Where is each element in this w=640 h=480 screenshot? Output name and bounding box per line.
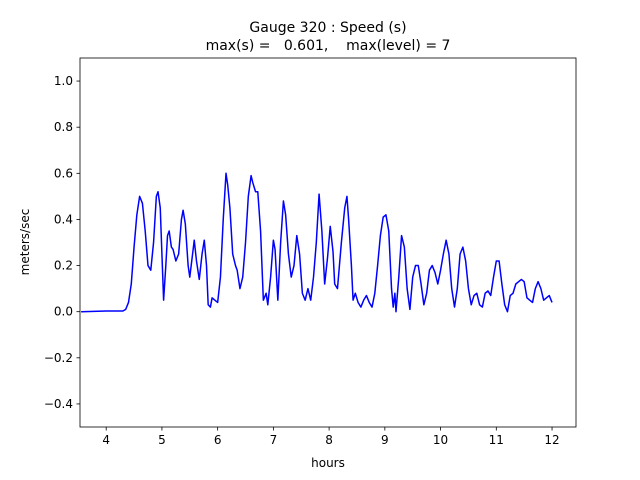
chart-subtitle: max(s) = 0.601, max(level) = 7 <box>206 38 451 54</box>
x-tick-label: 7 <box>270 433 278 447</box>
x-tick-label: 10 <box>433 433 448 447</box>
y-tick-label: −0.2 <box>44 351 73 365</box>
y-tick-label: −0.4 <box>44 397 73 411</box>
x-tick-label: 12 <box>544 433 559 447</box>
x-tick-label: 8 <box>325 433 333 447</box>
y-tick-label: 1.0 <box>54 74 73 88</box>
x-axis-label: hours <box>311 456 345 470</box>
y-tick-label: 0.2 <box>54 259 73 273</box>
x-tick-label: 4 <box>102 433 110 447</box>
chart-title: Gauge 320 : Speed (s) <box>249 20 406 36</box>
y-tick-label: 0.4 <box>54 212 73 226</box>
x-tick-label: 11 <box>489 433 504 447</box>
x-tick-label: 6 <box>214 433 222 447</box>
y-tick-label: 0.8 <box>54 120 73 134</box>
x-tick-label: 9 <box>381 433 389 447</box>
y-tick-label: 0.6 <box>54 166 73 180</box>
y-tick-label: 0.0 <box>54 305 73 319</box>
data-line <box>81 172 553 313</box>
x-tick-label: 5 <box>158 433 166 447</box>
y-axis-label: meters/sec <box>18 209 32 276</box>
plot-frame <box>79 57 577 428</box>
